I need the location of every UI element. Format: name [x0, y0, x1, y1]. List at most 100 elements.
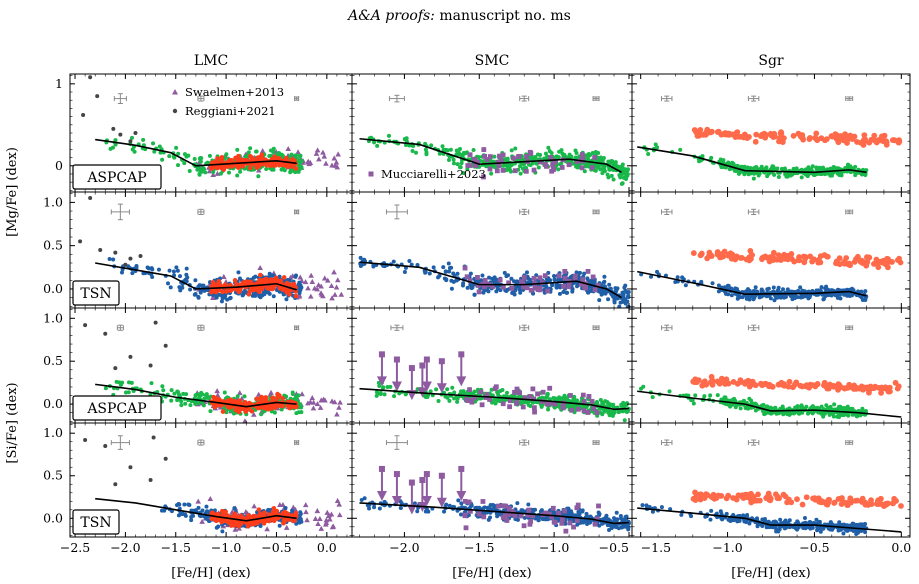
- star-point: [716, 283, 721, 288]
- star-point-red: [258, 272, 263, 278]
- star-point: [372, 140, 377, 145]
- star-point: [493, 401, 498, 406]
- star-point: [197, 283, 202, 288]
- error-bar: [294, 325, 300, 331]
- mucciarelli-point: [552, 401, 558, 407]
- mucciarelli-point: [524, 154, 529, 159]
- star-point-red: [272, 163, 278, 168]
- star-point-red: [251, 287, 256, 293]
- swaelmen-point: [321, 275, 328, 281]
- star-point-red: [284, 280, 290, 286]
- sgr-red-point: [882, 261, 889, 268]
- star-point: [765, 174, 770, 179]
- star-point: [108, 146, 113, 151]
- star-point-red: [233, 155, 238, 161]
- star-point: [531, 291, 536, 296]
- mucciarelli-point: [514, 400, 520, 405]
- sgr-red-point: [879, 137, 886, 144]
- star-point-red: [285, 288, 291, 294]
- swaelmen-point: [337, 399, 343, 405]
- reggiani-point: [88, 196, 93, 201]
- star-point: [805, 294, 810, 299]
- star-point-red: [259, 285, 265, 290]
- mucciarelli-point: [578, 281, 584, 287]
- star-point: [621, 293, 626, 298]
- mucciarelli-point: [574, 159, 580, 165]
- row-label: ASPCAP: [86, 401, 146, 417]
- star-point: [254, 149, 259, 154]
- star-point: [222, 295, 227, 300]
- star-point: [768, 296, 773, 301]
- star-point: [293, 274, 298, 279]
- sgr-red-point: [896, 255, 903, 262]
- sgr-red-point: [799, 135, 806, 142]
- error-bar: [116, 324, 124, 331]
- star-point: [804, 404, 809, 409]
- mucciarelli-point: [507, 398, 513, 404]
- star-point: [358, 255, 363, 260]
- star-point: [448, 147, 453, 152]
- mucciarelli-point: [467, 278, 473, 284]
- star-point-red: [224, 289, 229, 294]
- star-point: [271, 146, 276, 151]
- star-point: [197, 394, 202, 399]
- star-point: [504, 390, 509, 395]
- star-point-red: [245, 406, 251, 412]
- star-point: [602, 409, 607, 414]
- mucciarelli-point: [516, 153, 522, 159]
- star-point: [546, 407, 551, 412]
- trend-line: [359, 137, 622, 174]
- reggiani-point: [81, 112, 86, 117]
- swaelmen-point: [308, 272, 314, 278]
- star-point: [455, 271, 460, 276]
- mucciarelli-point: [566, 281, 572, 287]
- star-point: [751, 176, 756, 181]
- star-point: [175, 389, 180, 394]
- star-point: [611, 411, 616, 416]
- star-point: [495, 390, 500, 395]
- star-point: [538, 153, 543, 158]
- star-point: [259, 412, 264, 417]
- swaelmen-point: [318, 283, 324, 289]
- mucciarelli-point: [499, 158, 504, 164]
- sgr-red-point: [770, 257, 777, 264]
- star-point-red: [267, 163, 273, 168]
- mucciarelli-point: [510, 155, 516, 161]
- star-point: [261, 290, 266, 295]
- star-point: [812, 172, 817, 177]
- swaelmen-point: [309, 278, 316, 284]
- star-point: [758, 294, 763, 299]
- star-point: [294, 169, 299, 174]
- swaelmen-point: [317, 404, 324, 410]
- mucciarelli-point: [469, 399, 475, 405]
- star-point: [610, 161, 615, 166]
- star-point: [208, 409, 213, 414]
- star-point: [530, 161, 535, 166]
- star-point: [649, 274, 654, 279]
- mucciarelli-point: [560, 403, 566, 409]
- mucciarelli-point: [566, 162, 572, 168]
- star-point: [134, 264, 139, 269]
- star-point: [798, 285, 803, 290]
- star-point: [120, 270, 125, 275]
- star-point: [595, 401, 600, 406]
- sgr-red-point: [847, 262, 853, 269]
- sgr-red-point: [851, 133, 858, 140]
- mucciarelli-point: [562, 275, 568, 281]
- star-point: [296, 158, 301, 163]
- star-point: [839, 170, 844, 175]
- mucciarelli-point: [464, 396, 469, 402]
- star-point: [759, 287, 764, 292]
- star-point: [472, 292, 477, 297]
- star-point: [622, 285, 627, 290]
- reggiani-point: [153, 320, 158, 325]
- star-point-red: [236, 405, 242, 411]
- star-point-red: [260, 397, 265, 403]
- star-point-red: [268, 277, 274, 282]
- star-point: [735, 296, 740, 301]
- sgr-red-point: [881, 132, 888, 139]
- reggiani-point: [138, 254, 143, 259]
- sgr-red-point: [762, 253, 769, 260]
- sgr-red-point: [776, 138, 782, 145]
- manuscript-number: manuscript no. ms: [439, 8, 571, 24]
